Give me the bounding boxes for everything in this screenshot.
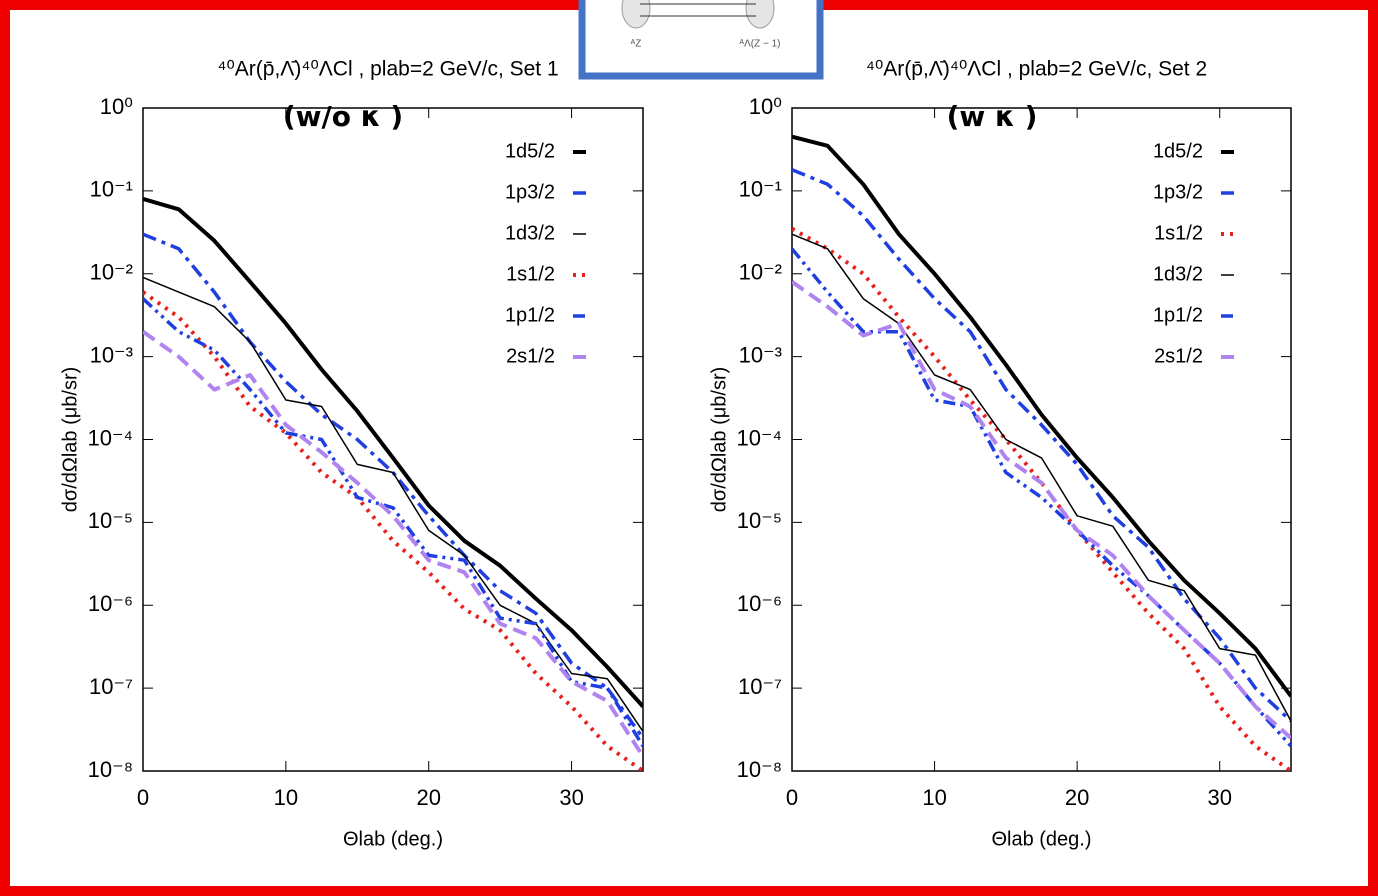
legend-label: 1d5/2: [1153, 140, 1203, 162]
annotation: (w κ ): [947, 100, 1038, 133]
x-tick-label: 0: [786, 785, 798, 810]
x-tick-label: 30: [1207, 785, 1231, 810]
y-tick-label: 10⁻³: [90, 342, 133, 367]
y-tick-label: 10⁻⁸: [88, 757, 133, 782]
y-tick-label: 10⁻¹: [739, 177, 782, 202]
x-tick-label: 10: [922, 785, 946, 810]
y-tick-label: 10⁻⁵: [88, 508, 133, 533]
nucleus: [621, 0, 651, 29]
legend-label: 1p1/2: [1153, 304, 1203, 326]
chart: ⁴⁰Ar(p̄,Λ̄)⁴⁰ΛCl , plab=2 GeV/c, Set 1 (w…: [59, 58, 644, 850]
y-tick-label: 10⁻⁶: [737, 591, 782, 616]
x-tick-label: 20: [416, 785, 440, 810]
series-line: [792, 233, 1291, 722]
y-tick-label: 10⁻⁴: [87, 425, 133, 450]
x-tick-label: 20: [1065, 785, 1089, 810]
legend-label: 2s1/2: [506, 345, 555, 367]
y-tick-label: 10⁰: [100, 94, 133, 119]
y-axis-label: dσ/dΩlab (μb/sr): [708, 367, 730, 513]
y-tick-label: 10⁻⁸: [737, 757, 782, 782]
y-tick-label: 10⁻²: [739, 260, 782, 285]
chart-title: ⁴⁰Ar(p̄,Λ̄)⁴⁰ΛCl , plab=2 GeV/c, Set 2: [866, 58, 1207, 81]
x-tick-label: 10: [274, 785, 298, 810]
legend-label: 1d3/2: [505, 222, 555, 244]
inset-frame: [578, 0, 824, 80]
series-line: [143, 276, 643, 732]
chart-title: ⁴⁰Ar(p̄,Λ̄)⁴⁰ΛCl , plab=2 GeV/c, Set 1: [217, 58, 558, 81]
inset-figure: ᴬZ ᴬΛ(Z − 1): [578, 0, 824, 80]
series-line: [143, 297, 643, 748]
series-line: [792, 168, 1291, 723]
series-line: [792, 247, 1291, 748]
plot-frame: [142, 107, 644, 772]
inset-label: ᴬZ: [630, 39, 642, 50]
series-line: [792, 226, 1291, 771]
legend-label: 1p1/2: [505, 304, 555, 326]
legend-label: 1p3/2: [505, 181, 555, 203]
inset-label: ᴬΛ(Z − 1): [739, 39, 781, 50]
y-tick-label: 10⁻⁵: [737, 508, 782, 533]
x-axis-label: Θlab (deg.): [343, 828, 443, 850]
chart: ⁴⁰Ar(p̄,Λ̄)⁴⁰ΛCl , plab=2 GeV/c, Set 2 (w…: [708, 58, 1292, 850]
legend-label: 1p3/2: [1153, 181, 1203, 203]
y-tick-label: 10⁰: [749, 94, 782, 119]
y-tick-label: 10⁻⁶: [88, 591, 133, 616]
series-line: [792, 134, 1291, 698]
legend-label: 1d5/2: [505, 140, 555, 162]
series-line: [143, 196, 643, 708]
y-tick-label: 10⁻¹: [90, 177, 133, 202]
nucleus: [745, 0, 775, 29]
y-tick-label: 10⁻⁷: [738, 674, 782, 699]
plot-frame: [791, 107, 1292, 772]
series-line: [143, 290, 643, 771]
legend-label: 1s1/2: [506, 263, 555, 285]
legend-label: 1d3/2: [1153, 263, 1203, 285]
y-tick-label: 10⁻³: [739, 342, 782, 367]
legend-label: 1s1/2: [1154, 222, 1203, 244]
y-axis-label: dσ/dΩlab (μb/sr): [59, 367, 81, 513]
series-line: [792, 280, 1291, 740]
x-axis-label: Θlab (deg.): [991, 828, 1091, 850]
x-tick-label: 30: [559, 785, 583, 810]
annotation: (w/o κ ): [283, 100, 403, 133]
x-tick-label: 0: [137, 785, 149, 810]
y-tick-label: 10⁻²: [90, 260, 133, 285]
y-tick-label: 10⁻⁴: [736, 425, 782, 450]
legend-label: 2s1/2: [1154, 345, 1203, 367]
y-tick-label: 10⁻⁷: [89, 674, 133, 699]
